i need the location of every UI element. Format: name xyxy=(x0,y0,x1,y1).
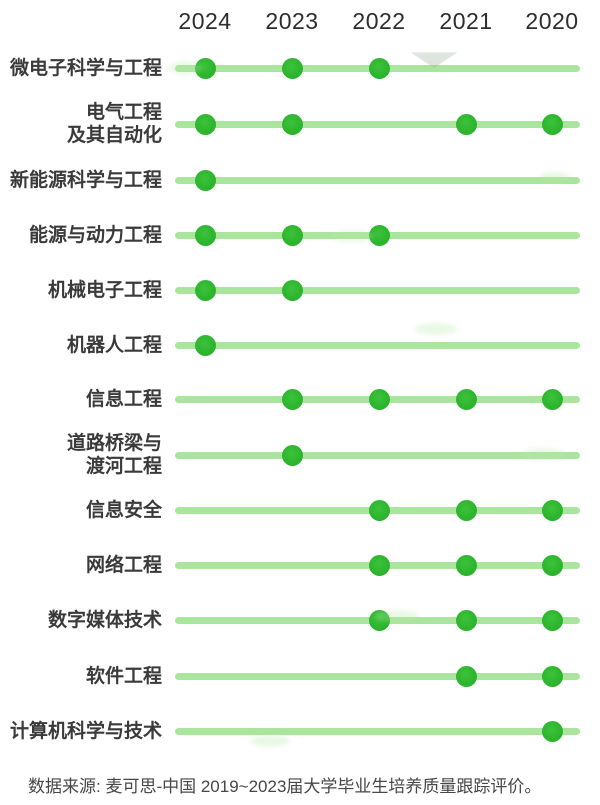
year-dot-2022 xyxy=(368,388,390,410)
year-dot-2022 xyxy=(368,609,390,631)
timeline-track xyxy=(175,120,580,128)
year-dot-2022 xyxy=(368,499,390,521)
year-dot-2024 xyxy=(194,279,216,301)
year-dot-2024 xyxy=(194,169,216,191)
timeline-track xyxy=(175,451,580,459)
timeline-track xyxy=(175,341,580,349)
year-dot-2023 xyxy=(281,388,303,410)
year-dot-2024 xyxy=(194,113,216,135)
year-dot-2022 xyxy=(368,224,390,246)
row-label: 机械电子工程 xyxy=(47,279,162,301)
year-dot-2021 xyxy=(455,388,477,410)
watermark-mark xyxy=(520,448,566,460)
row-label: 软件工程 xyxy=(85,665,162,687)
year-dot-2023 xyxy=(281,224,303,246)
row-label: 计算机科学与技术 xyxy=(9,720,162,742)
year-dot-2023 xyxy=(281,57,303,79)
year-dot-2024 xyxy=(194,57,216,79)
year-dot-2023 xyxy=(281,444,303,466)
row-label: 新能源科学与工程 xyxy=(9,169,162,191)
year-dot-2021 xyxy=(455,499,477,521)
row-label: 微电子科学与工程 xyxy=(9,57,162,79)
year-dot-2021 xyxy=(455,665,477,687)
year-dot-2020 xyxy=(541,388,563,410)
year-dot-2020 xyxy=(541,499,563,521)
row-label: 能源与动力工程 xyxy=(28,224,162,246)
year-dot-2021 xyxy=(455,554,477,576)
row-label: 信息安全 xyxy=(85,499,162,521)
year-dot-2024 xyxy=(194,334,216,356)
year-dot-2020 xyxy=(541,720,563,742)
row-label: 数字媒体技术 xyxy=(47,609,162,631)
timeline-track xyxy=(175,672,580,680)
watermark-mark xyxy=(415,323,457,335)
timeline-track xyxy=(175,727,580,735)
year-dot-2024 xyxy=(194,224,216,246)
timeline-track xyxy=(175,176,580,184)
year-label-2024: 2024 xyxy=(178,8,232,34)
row-label: 道路桥梁与 渡河工程 xyxy=(66,433,162,477)
watermark-mark xyxy=(375,610,419,622)
year-dot-2020 xyxy=(541,113,563,135)
year-dot-2022 xyxy=(368,554,390,576)
row-label: 电气工程 及其自动化 xyxy=(66,102,162,146)
watermark-mark xyxy=(250,735,290,747)
year-dot-2023 xyxy=(281,279,303,301)
year-label-2020: 2020 xyxy=(525,8,579,34)
year-label-2021: 2021 xyxy=(439,8,493,34)
year-label-2022: 2022 xyxy=(352,8,406,34)
data-source-note: 数据来源: 麦可思-中国 2019~2023届大学毕业生培养质量跟踪评价。 xyxy=(28,777,542,796)
timeline-track xyxy=(175,286,580,294)
year-dot-2020 xyxy=(541,554,563,576)
watermark-mark xyxy=(540,172,570,182)
year-dot-2023 xyxy=(281,113,303,135)
row-label: 网络工程 xyxy=(85,554,162,576)
watermark-mark xyxy=(168,62,202,74)
year-dot-2020 xyxy=(541,609,563,631)
row-label: 机器人工程 xyxy=(66,334,162,356)
year-label-2023: 2023 xyxy=(265,8,319,34)
year-dot-2020 xyxy=(541,665,563,687)
year-dot-2021 xyxy=(455,609,477,631)
year-dot-2021 xyxy=(455,113,477,135)
watermark-mark xyxy=(330,230,374,242)
row-label: 信息工程 xyxy=(85,388,162,410)
year-dot-2022 xyxy=(368,57,390,79)
